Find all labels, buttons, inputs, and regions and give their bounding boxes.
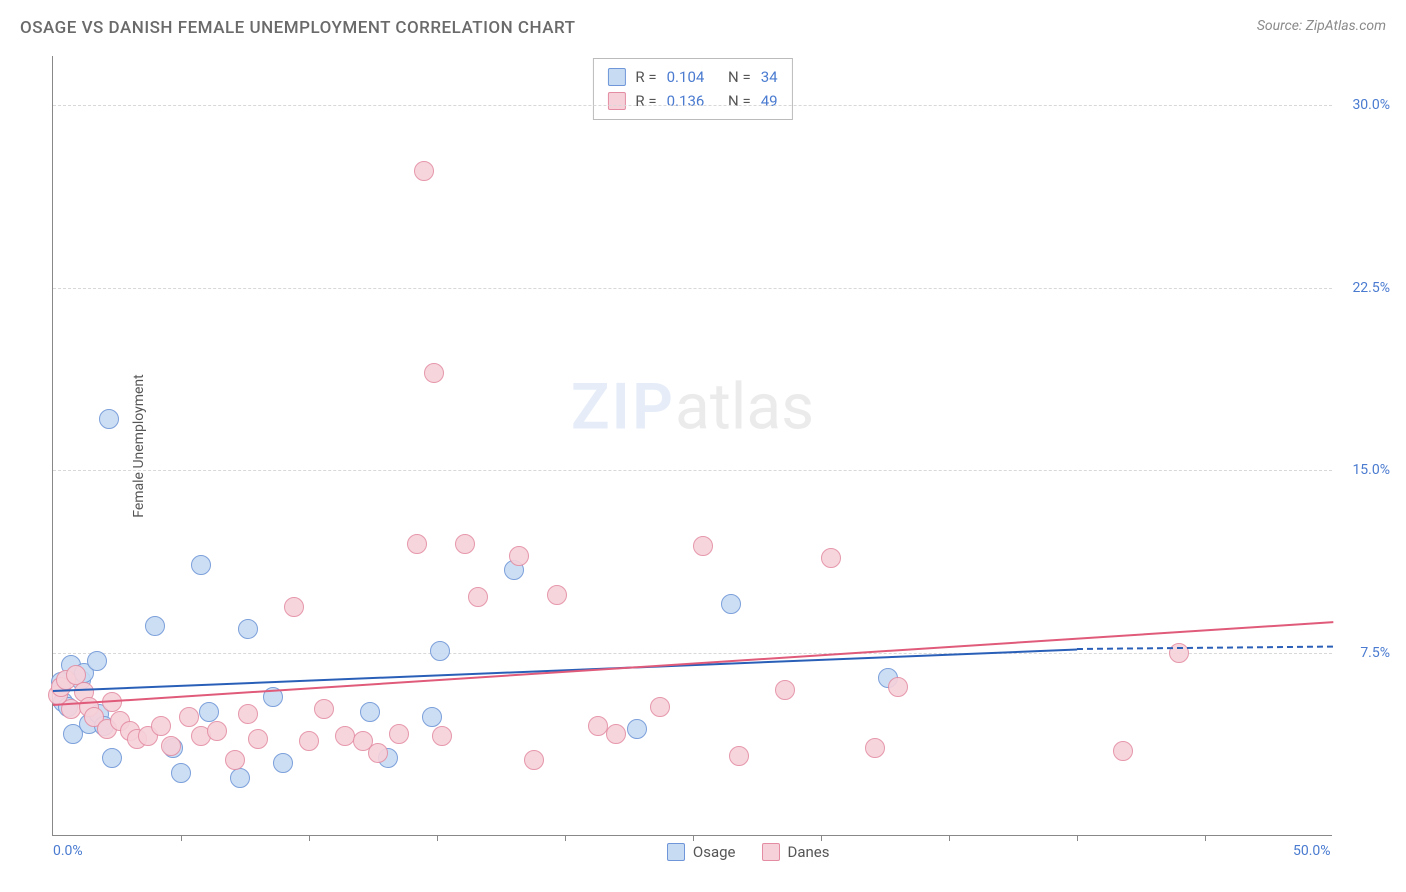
legend-item-osage: Osage (667, 843, 736, 861)
data-point (407, 534, 427, 554)
legend-label: Osage (693, 843, 736, 861)
watermark-bold: ZIP (571, 369, 675, 444)
data-point (524, 750, 544, 770)
legend-r-value: 0.104 (667, 65, 705, 89)
data-point (424, 363, 444, 383)
legend-r-label: R = (635, 65, 656, 89)
data-point (606, 724, 626, 744)
legend-swatch-danes (607, 92, 625, 110)
gridline (53, 653, 1332, 654)
x-minor-tick (949, 835, 950, 841)
data-point (87, 651, 107, 671)
data-point (230, 768, 250, 788)
trend-line (1077, 646, 1333, 650)
data-point (360, 702, 380, 722)
data-point (238, 704, 258, 724)
data-point (151, 716, 171, 736)
data-point (389, 724, 409, 744)
x-minor-tick (309, 835, 310, 841)
data-point (422, 707, 442, 727)
data-point (821, 548, 841, 568)
gridline (53, 288, 1332, 289)
source-label: Source: ZipAtlas.com (1257, 18, 1386, 34)
data-point (314, 699, 334, 719)
y-tick-label: 30.0% (1352, 97, 1390, 113)
legend-r-label: R = (635, 89, 656, 113)
data-point (179, 707, 199, 727)
legend-r-value: 0.136 (667, 89, 705, 113)
legend-bottom: Osage Danes (667, 843, 830, 861)
legend-swatch-danes (762, 843, 780, 861)
data-point (468, 587, 488, 607)
y-tick-label: 7.5% (1360, 645, 1390, 661)
legend-row: R = 0.104 N = 34 (607, 65, 777, 89)
data-point (729, 746, 749, 766)
data-point (335, 726, 355, 746)
legend-top: R = 0.104 N = 34 R = 0.136 N = 49 (592, 58, 792, 120)
data-point (775, 680, 795, 700)
y-tick-label: 15.0% (1352, 462, 1390, 478)
watermark-rest: atlas (675, 369, 814, 444)
x-tick-label: 50.0% (1293, 843, 1331, 859)
data-point (414, 161, 434, 181)
data-point (650, 697, 670, 717)
data-point (171, 763, 191, 783)
legend-label: Danes (788, 843, 830, 861)
data-point (430, 641, 450, 661)
data-point (238, 619, 258, 639)
x-tick-label: 0.0% (53, 843, 83, 859)
data-point (1113, 741, 1133, 761)
data-point (225, 750, 245, 770)
watermark: ZIPatlas (571, 369, 814, 444)
data-point (248, 729, 268, 749)
legend-n-label: N = (728, 65, 751, 89)
x-minor-tick (1077, 835, 1078, 841)
data-point (273, 753, 293, 773)
data-point (509, 546, 529, 566)
data-point (721, 594, 741, 614)
y-axis-label: Female Unemployment (131, 374, 147, 518)
legend-n-value: 49 (761, 89, 778, 113)
y-tick-label: 22.5% (1352, 280, 1390, 296)
legend-n-value: 34 (761, 65, 778, 89)
data-point (207, 721, 227, 741)
x-minor-tick (1205, 835, 1206, 841)
data-point (432, 726, 452, 746)
data-point (627, 719, 647, 739)
data-point (299, 731, 319, 751)
data-point (693, 536, 713, 556)
chart-container: OSAGE VS DANISH FEMALE UNEMPLOYMENT CORR… (0, 0, 1406, 892)
gridline (53, 105, 1332, 106)
gridline (53, 470, 1332, 471)
legend-swatch-osage (607, 68, 625, 86)
data-point (888, 677, 908, 697)
data-point (547, 585, 567, 605)
data-point (284, 597, 304, 617)
data-point (865, 738, 885, 758)
plot-area: Female Unemployment ZIPatlas R = 0.104 N… (52, 56, 1332, 836)
data-point (145, 616, 165, 636)
legend-item-danes: Danes (762, 843, 830, 861)
data-point (199, 702, 219, 722)
data-point (99, 409, 119, 429)
data-point (368, 743, 388, 763)
data-point (455, 534, 475, 554)
legend-row: R = 0.136 N = 49 (607, 89, 777, 113)
x-minor-tick (181, 835, 182, 841)
data-point (191, 555, 211, 575)
legend-n-label: N = (728, 89, 751, 113)
data-point (161, 736, 181, 756)
x-minor-tick (565, 835, 566, 841)
data-point (102, 748, 122, 768)
x-minor-tick (693, 835, 694, 841)
chart-title: OSAGE VS DANISH FEMALE UNEMPLOYMENT CORR… (20, 18, 575, 38)
legend-swatch-osage (667, 843, 685, 861)
x-minor-tick (437, 835, 438, 841)
x-minor-tick (821, 835, 822, 841)
